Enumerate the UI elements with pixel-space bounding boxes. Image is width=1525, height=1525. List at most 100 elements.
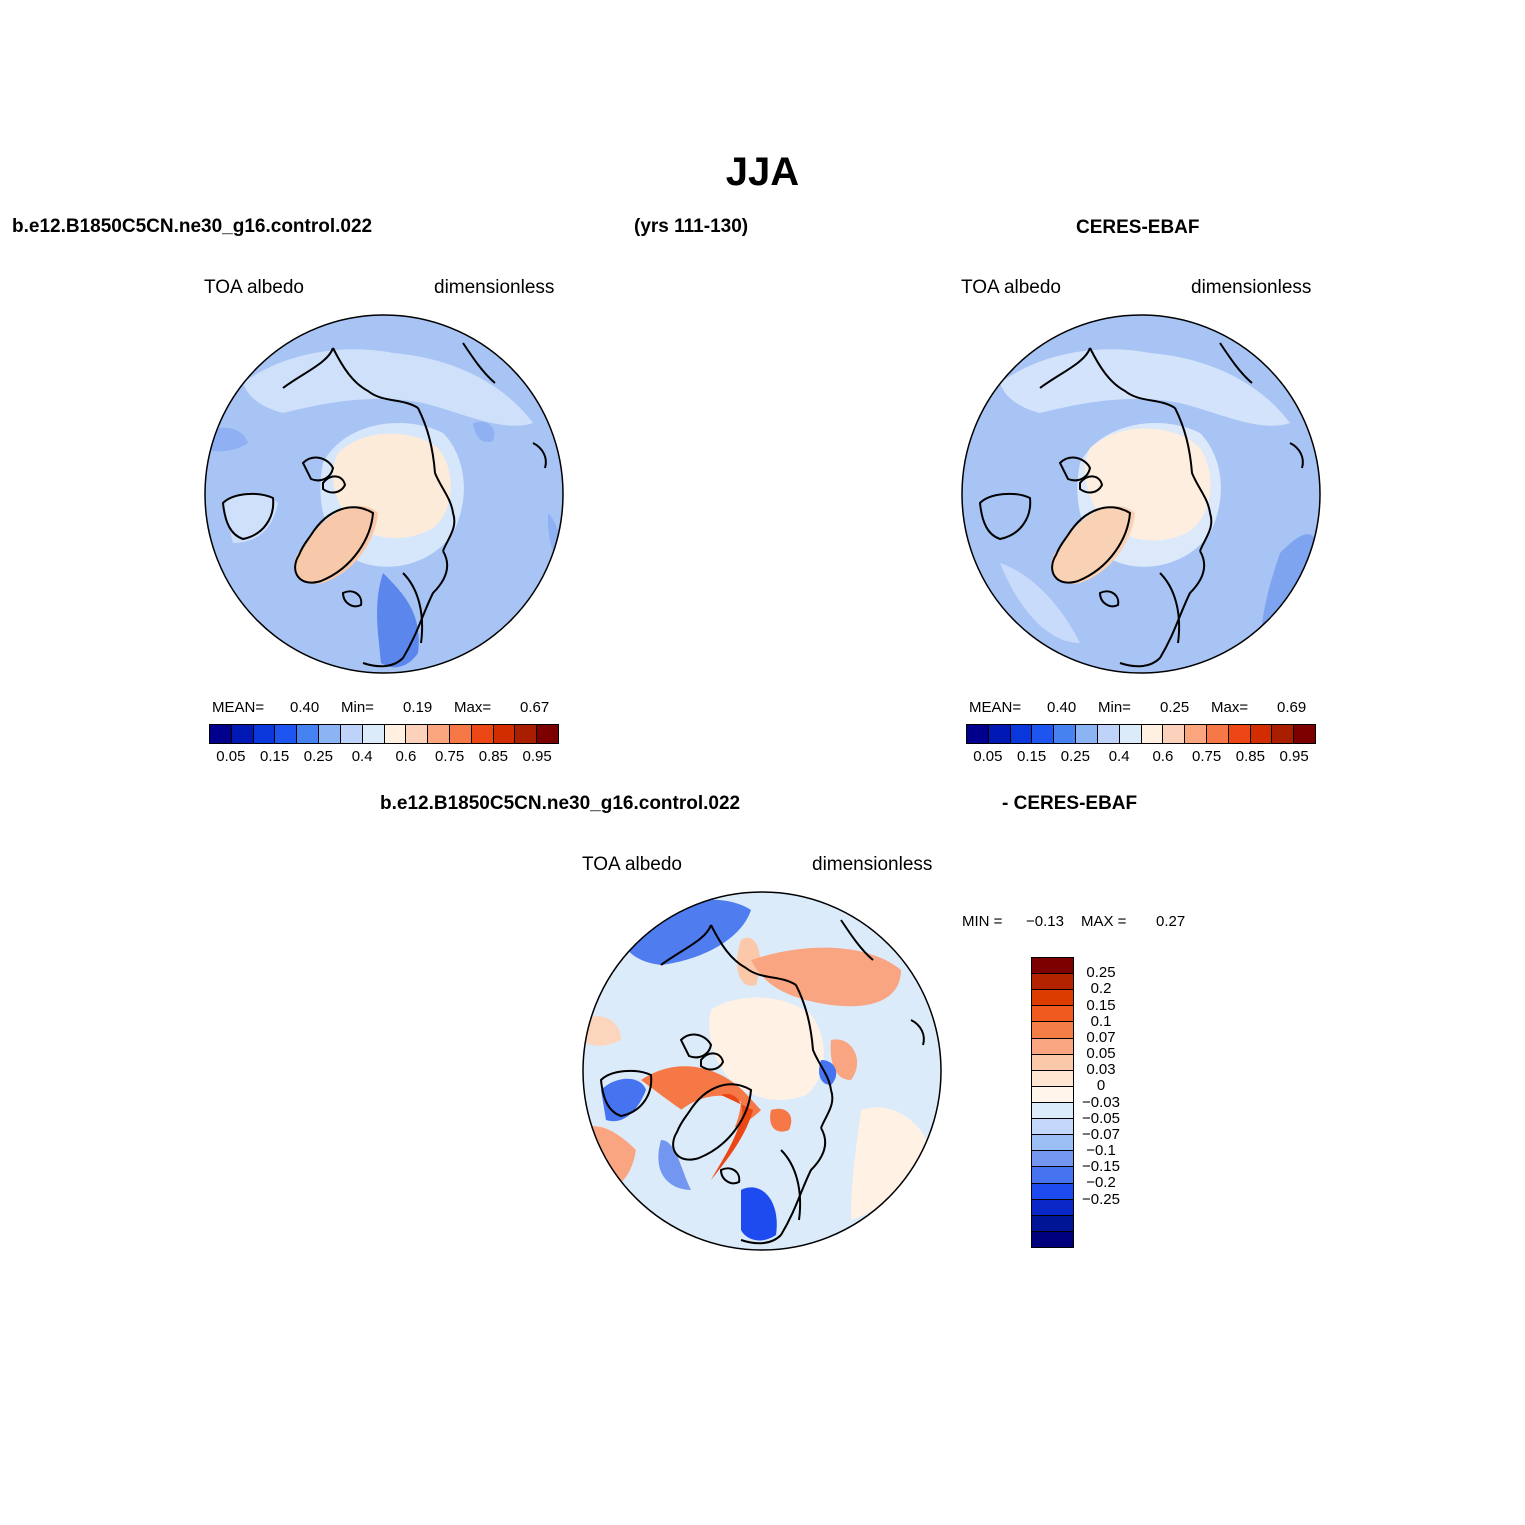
colorbar-swatch <box>1032 990 1073 1007</box>
colorbar-swatch <box>1097 725 1120 743</box>
panel1-min-label: Min= <box>341 699 374 716</box>
colorbar-tick-label: 0.15 <box>260 748 290 765</box>
colorbar-swatch <box>1032 958 1073 975</box>
colorbar-swatch <box>362 725 385 743</box>
colorbar-swatch <box>515 725 538 743</box>
panel1-units: dimensionless <box>434 277 555 298</box>
colorbar-swatch <box>340 725 363 743</box>
colorbar-swatch <box>1185 725 1207 743</box>
diff-min-value: −0.13 <box>1026 913 1064 930</box>
colorbar-swatch <box>1032 1086 1073 1103</box>
diff-case-right-label: - CERES-EBAF <box>1002 793 1138 814</box>
colorbar-swatch <box>275 725 298 743</box>
colorbar-tick-label: 0.25 <box>303 748 333 765</box>
colorbar-tick-label: 0.95 <box>522 748 552 765</box>
colorbar-tick-label: 0.1 <box>1090 1012 1112 1030</box>
colorbar-tick-label: 0.25 <box>1060 748 1090 765</box>
panel2-units: dimensionless <box>1191 277 1312 298</box>
colorbar-tick-label: 0.4 <box>351 748 373 765</box>
colorbar-swatch <box>1032 1199 1073 1216</box>
colorbar-tick-label: 0.6 <box>395 748 417 765</box>
colorbar-swatch <box>1032 1215 1073 1232</box>
colorbar-swatch <box>1032 1022 1073 1039</box>
colorbar-swatch <box>231 725 254 743</box>
colorbar-tick-label: −0.15 <box>1082 1158 1120 1176</box>
colorbar-tick-label: 0.75 <box>1192 748 1222 765</box>
colorbar-swatch <box>1032 1231 1073 1247</box>
colorbar-tick-label: 0.4 <box>1108 748 1130 765</box>
panel1-mean-label: MEAN= <box>212 699 265 716</box>
colorbar-tick-label: 0.15 <box>1086 996 1116 1014</box>
colorbar-swatch <box>1294 725 1315 743</box>
panel2-mean-label: MEAN= <box>969 699 1022 716</box>
colorbar-swatch <box>967 725 989 743</box>
colorbar-tick-label: 0.15 <box>1017 748 1047 765</box>
panel1-max-value: 0.67 <box>520 699 550 716</box>
panel2-colorbar <box>966 724 1316 744</box>
colorbar-swatch <box>1032 974 1073 991</box>
colorbar-swatch <box>428 725 450 743</box>
colorbar-swatch <box>1272 725 1295 743</box>
colorbar-swatch <box>1032 1167 1073 1184</box>
panel1-mean-value: 0.40 <box>290 699 320 716</box>
colorbar-swatch <box>1119 725 1142 743</box>
colorbar-swatch <box>1032 1183 1073 1200</box>
panel1-polar-map <box>204 314 564 674</box>
obs-case-label: CERES-EBAF <box>1076 217 1200 238</box>
colorbar-swatch <box>1032 1006 1073 1023</box>
colorbar-swatch <box>471 725 494 743</box>
panel2-min-label: Min= <box>1098 699 1131 716</box>
colorbar-swatch <box>1076 725 1098 743</box>
diff-polar-map <box>582 891 942 1251</box>
colorbar-swatch <box>384 725 407 743</box>
colorbar-tick-label: −0.2 <box>1086 1174 1116 1192</box>
colorbar-swatch <box>1032 1038 1073 1055</box>
diff-case-left-label: b.e12.B1850C5CN.ne30_g16.control.022 <box>380 793 741 814</box>
colorbar-tick-label: −0.05 <box>1082 1109 1120 1127</box>
colorbar-swatch <box>406 725 429 743</box>
colorbar-swatch <box>1032 1054 1073 1071</box>
colorbar-tick-label: 0.25 <box>1086 964 1116 982</box>
model-case-label: b.e12.B1850C5CN.ne30_g16.control.022 <box>12 216 373 237</box>
panel1-min-value: 0.19 <box>403 699 433 716</box>
colorbar-swatch <box>1032 1151 1073 1168</box>
colorbar-tick-label: −0.03 <box>1082 1093 1120 1111</box>
colorbar-swatch <box>493 725 516 743</box>
colorbar-tick-label: 0.95 <box>1279 748 1309 765</box>
panel1-max-label: Max= <box>454 699 492 716</box>
diff-max-label: MAX = <box>1081 913 1127 930</box>
colorbar-tick-label: 0.85 <box>478 748 508 765</box>
colorbar-swatch <box>1206 725 1229 743</box>
panel2-variable: TOA albedo <box>961 277 1062 298</box>
panel3-units: dimensionless <box>812 854 933 875</box>
colorbar-tick-label: 0.2 <box>1090 980 1112 998</box>
figure-title: JJA <box>725 150 800 194</box>
diff-min-label: MIN = <box>962 913 1003 930</box>
colorbar-tick-label: 0 <box>1096 1077 1106 1095</box>
panel2-min-value: 0.25 <box>1160 699 1190 716</box>
colorbar-swatch <box>1032 1070 1073 1087</box>
diff-max-value: 0.27 <box>1156 913 1186 930</box>
panel2-max-label: Max= <box>1211 699 1249 716</box>
colorbar-swatch <box>537 725 558 743</box>
colorbar-tick-label: −0.07 <box>1082 1125 1120 1143</box>
colorbar-tick-label: 0.03 <box>1086 1061 1116 1079</box>
colorbar-swatch <box>1032 1135 1073 1152</box>
colorbar-tick-label: 0.85 <box>1235 748 1265 765</box>
colorbar-swatch <box>210 725 232 743</box>
panel2-max-value: 0.69 <box>1277 699 1307 716</box>
colorbar-swatch <box>449 725 472 743</box>
years-label: (yrs 111-130) <box>634 216 749 237</box>
diff-colorbar <box>1031 957 1074 1248</box>
panel3-variable: TOA albedo <box>582 854 683 875</box>
colorbar-tick-label: −0.1 <box>1086 1142 1116 1159</box>
panel2-polar-map <box>961 314 1321 674</box>
colorbar-swatch <box>1032 1119 1073 1136</box>
colorbar-tick-label: −0.25 <box>1082 1190 1120 1208</box>
colorbar-tick-label: 0.6 <box>1152 748 1174 765</box>
colorbar-swatch <box>988 725 1011 743</box>
colorbar-swatch <box>319 725 341 743</box>
colorbar-tick-label: 0.07 <box>1086 1028 1116 1046</box>
colorbar-swatch <box>1032 725 1055 743</box>
colorbar-swatch <box>1054 725 1077 743</box>
